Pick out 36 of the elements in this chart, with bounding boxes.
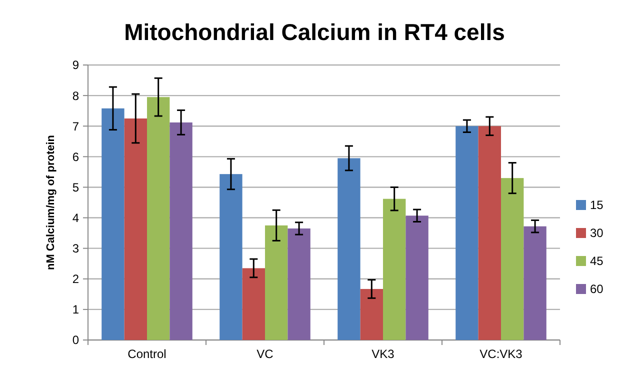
y-axis-title: nM Calcium/mg of protein [45, 134, 57, 270]
bar [288, 228, 310, 340]
bar [478, 126, 501, 340]
bar [124, 118, 147, 340]
legend-label: 45 [590, 254, 604, 268]
y-tick-label: 1 [72, 302, 80, 317]
bar [338, 158, 360, 340]
chart-title: Mitochondrial Calcium in RT4 cells [124, 19, 505, 45]
y-tick-label: 4 [72, 210, 80, 225]
bar [265, 225, 288, 340]
x-tick-label: VK3 [372, 347, 395, 361]
y-tick-label: 6 [72, 150, 80, 164]
y-tick-label: 5 [72, 180, 80, 194]
bar [360, 288, 383, 340]
y-tick-label: 9 [72, 58, 80, 72]
y-tick-label: 8 [72, 88, 80, 103]
x-tick-label: VC:VK3 [480, 347, 523, 361]
x-tick-label: VC [256, 347, 274, 361]
y-tick-label: 7 [72, 119, 80, 134]
y-tick-label: 2 [72, 272, 80, 286]
x-tick-label: Control [128, 347, 166, 361]
bar [456, 126, 478, 340]
bar [524, 226, 546, 340]
bar [147, 97, 170, 340]
legend-label: 15 [590, 198, 604, 212]
bar [242, 268, 265, 340]
legend-label: 60 [590, 282, 604, 296]
bar [102, 108, 124, 340]
y-tick-label: 0 [72, 333, 80, 348]
y-tick-label: 3 [72, 242, 80, 256]
bar [501, 178, 524, 340]
bar [383, 198, 406, 340]
bar [220, 174, 242, 340]
bar [170, 122, 192, 340]
bar [406, 216, 428, 340]
legend-label: 30 [590, 226, 604, 240]
